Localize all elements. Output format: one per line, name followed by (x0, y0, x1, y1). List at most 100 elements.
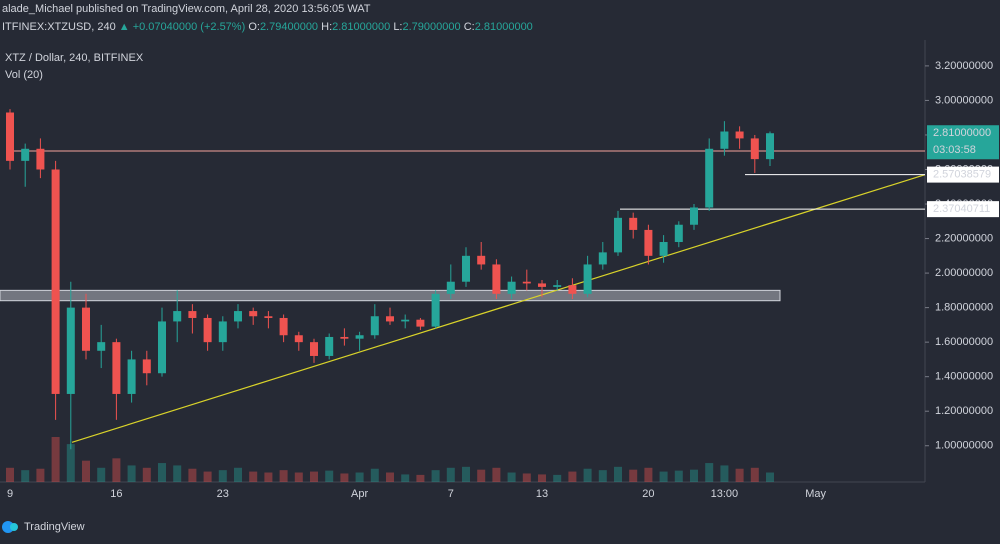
candle-body (614, 217, 622, 253)
volume-bar (462, 466, 470, 482)
candle-body (6, 112, 14, 161)
brand: TradingView (24, 521, 85, 533)
volume-bar (629, 469, 638, 482)
volume-bar (173, 465, 182, 482)
y-tick-label: 1.60000000 (935, 336, 993, 348)
volume-bar (234, 467, 242, 482)
candle-body (142, 359, 151, 374)
publisher: alade_Michael published on TradingView.c… (2, 3, 371, 15)
volume-bar (310, 471, 318, 482)
candle-body (97, 342, 106, 351)
volume-bar (598, 470, 607, 482)
volume-bar (340, 473, 349, 482)
x-tick-label: 9 (7, 488, 13, 500)
volume-bar (66, 444, 75, 482)
candle-body (674, 224, 683, 243)
candle-body (82, 307, 90, 351)
volume-bar (325, 470, 334, 482)
y-tick-label: 1.80000000 (935, 302, 993, 314)
candle-body (249, 311, 258, 317)
volume-bar (142, 467, 151, 482)
volume-bar (735, 468, 744, 482)
candle-body (401, 319, 410, 322)
candle-body (416, 319, 425, 327)
volume-bar (644, 467, 653, 482)
candle-body (553, 285, 562, 287)
volume-bar (82, 460, 90, 482)
level-label: 2.37040711 (933, 203, 990, 215)
level-label-box (927, 166, 999, 183)
x-tick-label: 7 (448, 488, 454, 500)
candle-body (462, 255, 470, 282)
x-tick-label: Apr (351, 488, 368, 500)
candle-body (538, 283, 546, 287)
y-tick-label: 3.20000000 (935, 60, 993, 72)
candle-body (705, 148, 714, 208)
candle-body (735, 131, 744, 139)
volume-bar (492, 467, 501, 482)
volume-bar (446, 467, 455, 482)
x-tick-label: 13 (536, 488, 548, 500)
x-tick-label: 23 (217, 488, 229, 500)
volume-bar (158, 463, 166, 482)
y-tick-label: 2.20000000 (935, 232, 993, 244)
x-tick-label: 16 (110, 488, 122, 500)
y-tick-label: 1.40000000 (935, 371, 993, 383)
volume-bar (568, 471, 577, 482)
candle-body (340, 336, 349, 339)
x-tick-label: 20 (642, 488, 654, 500)
legend-title: XTZ / Dollar, 240, BITFINEX (5, 52, 144, 64)
volume-bar (127, 465, 136, 482)
candle-body (203, 317, 212, 343)
l: 2.79000000 (403, 21, 461, 33)
volume-bar (690, 469, 698, 482)
volume-bar (659, 471, 668, 482)
candle-body (568, 285, 577, 294)
volume-bar (370, 468, 379, 482)
candle-body (522, 281, 531, 284)
c-label: C: (464, 21, 475, 33)
last-price-box (927, 125, 999, 160)
volume-bar (6, 467, 14, 482)
candle-body (446, 281, 455, 294)
level-label-box (927, 201, 999, 218)
support-zone (0, 289, 781, 302)
volume-bar (477, 469, 486, 482)
candle-body (690, 207, 698, 225)
l-label: L: (393, 21, 402, 33)
c: 2.81000000 (475, 21, 533, 33)
volume-legend: Vol (20) (5, 69, 43, 81)
symbol: ITFINEX:XTZUSD, 240 (2, 21, 116, 33)
volume-bar (614, 466, 622, 482)
candle-body (218, 321, 227, 343)
candle-body (21, 148, 30, 161)
candle-body (173, 311, 182, 322)
volume-bar (431, 470, 440, 482)
candle-body (294, 335, 303, 343)
candle-body (507, 281, 516, 294)
y-tick-label: 1.20000000 (935, 405, 993, 417)
candle-body (158, 321, 166, 374)
volume-bar (583, 468, 592, 482)
volume-bar (112, 458, 121, 482)
ohlc-header: ITFINEX:XTZUSD, 240 ▲ +0.07040000 (+2.57… (2, 21, 533, 33)
candle-body (51, 169, 60, 394)
countdown: 03:03:58 (933, 144, 976, 156)
candle-body (629, 217, 638, 230)
volume-bar (750, 467, 759, 482)
volume-bar (203, 471, 212, 482)
candle-body (66, 307, 75, 394)
y-tick-label: 3.00000000 (935, 94, 993, 106)
volume-bar (279, 470, 288, 482)
candle-body (477, 255, 486, 265)
candle-body (264, 316, 273, 318)
logo (2, 521, 18, 533)
candle-body (112, 342, 121, 394)
volume-bar (538, 474, 546, 482)
x-tick-label: May (805, 488, 826, 500)
candle-body (279, 317, 288, 336)
level-label: 2.57038579 (933, 169, 991, 181)
volume-bar (416, 474, 425, 482)
volume-bar (21, 470, 30, 482)
